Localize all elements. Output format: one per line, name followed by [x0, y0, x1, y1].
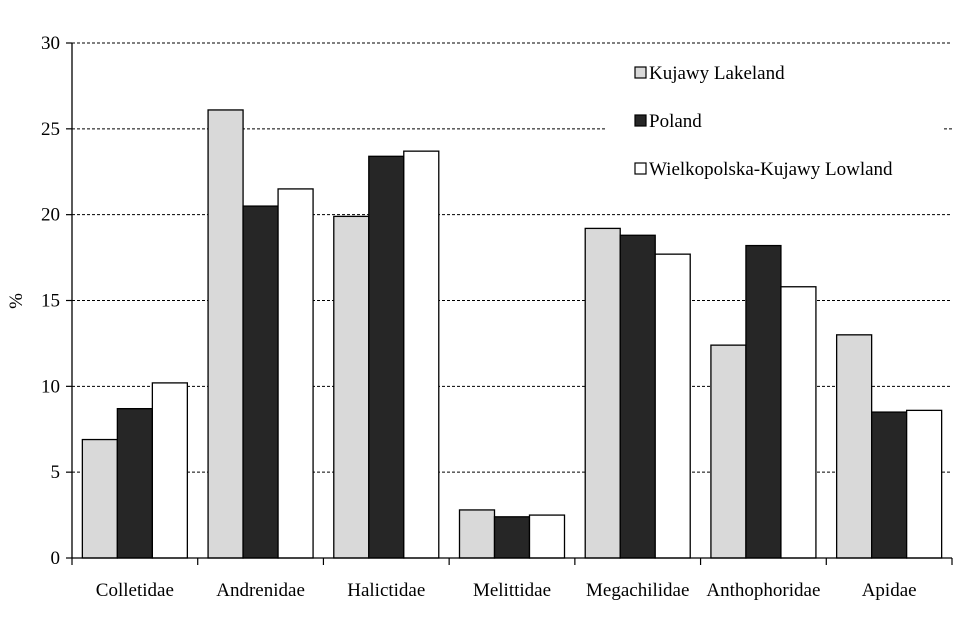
bar	[528, 514, 566, 559]
legend: Kujawy Lakeland Poland Wielkopolska-Kujawy…	[634, 63, 893, 180]
bar	[905, 409, 943, 559]
x-tick-label: Halictidae	[347, 580, 425, 601]
y-tick-label: 15	[41, 291, 60, 312]
bar	[151, 382, 189, 559]
bar	[458, 509, 496, 559]
bar	[81, 438, 119, 559]
bar	[780, 286, 817, 559]
bar	[654, 253, 691, 559]
y-tick-label: 5	[51, 462, 61, 483]
gridlines	[72, 42, 952, 473]
x-axis-categories: Colletidae Andrenidae Halictidae Melittidae…	[96, 580, 917, 601]
bar	[619, 234, 656, 559]
legend-swatch	[634, 114, 647, 127]
bar	[333, 215, 370, 559]
bar	[584, 227, 621, 559]
bar	[403, 150, 440, 559]
bar	[870, 411, 908, 559]
y-tick-label: 20	[41, 205, 60, 226]
y-tick-label: 30	[41, 33, 60, 54]
legend-label: Poland	[649, 111, 702, 132]
bar	[116, 407, 154, 559]
bar	[242, 205, 279, 559]
legend-label: Wielkopolska-Kujawy Lowland	[649, 159, 893, 180]
x-tick-label: Megachilidae	[586, 580, 689, 601]
x-tick-label: Melittidae	[473, 580, 551, 601]
bar	[277, 188, 314, 559]
x-tick-label: Colletidae	[96, 580, 174, 601]
bars	[81, 109, 943, 559]
x-tick-label: Apidae	[862, 580, 917, 601]
y-tick-label: 0	[51, 548, 61, 569]
x-tick-label: Anthophoridae	[706, 580, 820, 601]
x-tick-label: Andrenidae	[216, 580, 305, 601]
bar	[710, 344, 747, 559]
bar	[368, 155, 405, 559]
y-axis-label: %	[6, 293, 27, 309]
y-tick-label: 10	[41, 376, 60, 397]
legend-swatch	[634, 66, 647, 79]
y-tick-label: 25	[41, 119, 60, 140]
bar	[207, 109, 244, 559]
axes	[71, 43, 953, 565]
bar	[835, 334, 873, 559]
y-axis-ticks: 0 5 10 15 20 25 30	[41, 33, 72, 569]
legend-swatch	[634, 162, 647, 175]
bar	[745, 244, 782, 559]
bar	[493, 516, 531, 559]
legend-label: Kujawy Lakeland	[649, 63, 785, 84]
